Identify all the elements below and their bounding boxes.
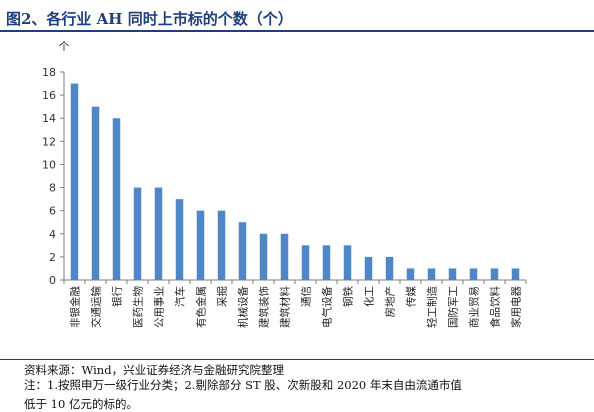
y-tick-label: 8 [49,182,56,195]
x-category-label: 传媒 [405,286,418,307]
bar-建筑装饰 [259,233,268,280]
bar-房地产 [385,256,394,280]
bar-公用事业 [154,187,163,280]
bar-轻工制造 [427,268,436,280]
x-category-label: 房地产 [384,286,397,318]
y-tick-label: 10 [42,158,56,171]
y-tick-label: 2 [49,251,56,264]
x-category-label: 电气设备 [321,286,334,328]
chart-title: 图2、各行业 AH 同时上市标的个数（个） [6,10,293,28]
footnote-line-2: 低于 10 亿元的标的。 [24,397,138,411]
x-category-label: 食品饮料 [489,286,502,328]
x-category-label: 医药生物 [132,286,145,328]
x-category-label: 采掘 [216,286,229,307]
x-category-label: 机械设备 [237,286,250,328]
x-category-label: 汽车 [174,286,187,307]
x-category-label: 家用电器 [510,286,523,328]
x-category-label: 有色金属 [195,286,208,328]
bar-化工 [364,256,373,280]
bar-采掘 [217,210,226,280]
x-category-label: 钢铁 [342,286,355,307]
y-tick-label: 12 [42,135,56,148]
bar-传媒 [406,268,415,280]
bar-有色金属 [196,210,205,280]
bottom-divider [0,359,594,360]
bar-汽车 [175,199,184,280]
x-category-label: 通信 [301,286,313,307]
bar-医药生物 [133,187,142,280]
y-tick-label: 18 [42,66,56,79]
x-category-label: 轻工制造 [426,286,439,328]
bar-商业贸易 [469,268,478,280]
x-category-label: 商业贸易 [468,286,481,328]
bar-非银金融 [70,83,79,280]
bar-国防军工 [448,268,457,280]
footnote-line-1: 注：1.按照申万一级行业分类；2.剔除部分 ST 股、次新股和 2020 年末自… [24,378,462,392]
bar-机械设备 [238,222,247,280]
y-tick-label: 0 [49,274,56,287]
title-bar: 图2、各行业 AH 同时上市标的个数（个） [0,0,594,32]
x-category-label: 非银金融 [69,286,82,328]
bar-食品饮料 [490,268,499,280]
x-category-label: 建筑材料 [279,286,292,328]
x-category-label: 银行 [111,286,124,307]
bar-电气设备 [322,245,331,280]
bar-家用电器 [511,268,520,280]
y-tick-label: 14 [42,112,56,125]
x-category-label: 化工 [363,286,376,307]
bar-交通运输 [91,106,100,281]
bar-银行 [112,118,121,280]
x-category-label: 交通运输 [90,286,103,328]
bar-建筑材料 [280,233,289,280]
bar-钢铁 [343,245,352,280]
y-axis-unit-label: 个 [59,40,70,53]
source-note: 资料来源：Wind，兴业证券经济与金融研究院整理 [24,363,285,377]
bar-通信 [301,245,310,280]
y-tick-label: 4 [49,228,56,241]
bar-chart: 个 0 2 4 6 8 10 12 14 16 18 非银金融 交通运输 银行 医药生物 公用事业 汽车 有色金属… [42,40,527,328]
y-tick-label: 16 [42,89,56,102]
x-category-label: 建筑装饰 [258,286,271,328]
x-category-label: 国防军工 [447,286,460,328]
x-category-label: 公用事业 [153,286,166,328]
y-tick-label: 6 [49,205,56,218]
